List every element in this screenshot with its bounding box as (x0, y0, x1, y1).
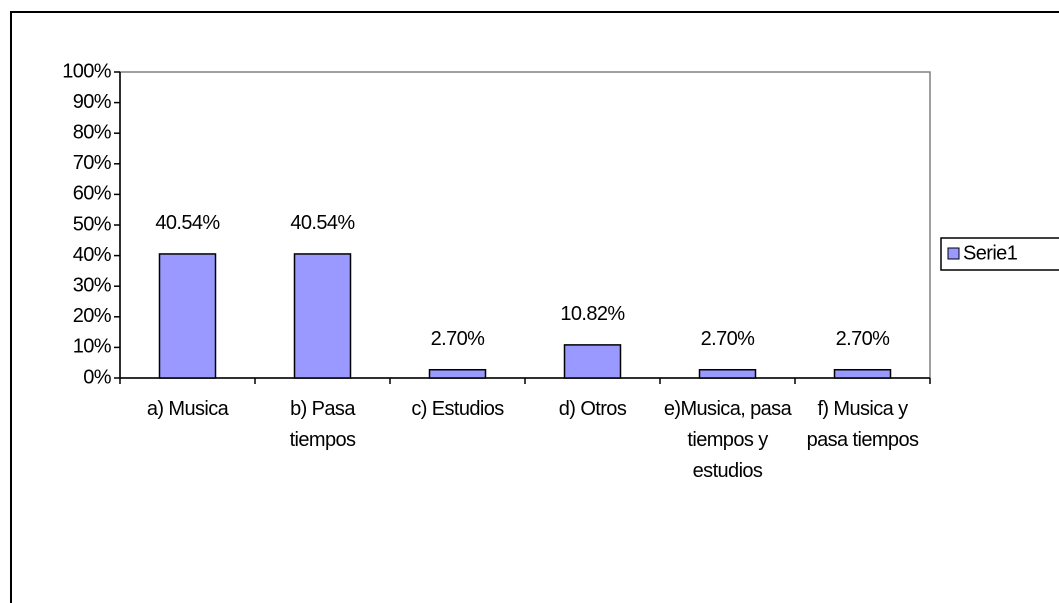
x-tick-label-box: c) Estudios (411, 398, 504, 420)
x-tick-label: a) Musica (146, 398, 229, 420)
x-tick-label-box: a) Musica (146, 398, 229, 420)
data-label: 40.54% (290, 212, 355, 234)
y-tick-label: 80% (73, 121, 112, 143)
data-label: 2.70% (836, 328, 891, 350)
y-tick-label: 30% (73, 274, 112, 296)
x-tick-label-box: b) Pasa tiempos (289, 398, 356, 451)
legend-swatch (947, 247, 960, 260)
plot-area (119, 71, 931, 379)
legend-label: Serie1 (963, 242, 1018, 264)
x-tick-label: d) Otros (558, 398, 627, 420)
data-label: 10.82% (560, 303, 625, 325)
y-tick-label: 50% (73, 213, 112, 235)
y-tick-label: 90% (73, 91, 112, 113)
y-tick-label: 20% (73, 305, 112, 327)
y-tick-label: 40% (73, 244, 112, 266)
x-tick-label: e)Musica, pasa tiempos y estudios (663, 398, 792, 482)
bar (563, 344, 622, 379)
y-tick-label: 70% (73, 152, 112, 174)
data-label: 2.70% (431, 328, 486, 350)
y-tick-label: 10% (73, 336, 112, 358)
bar (428, 368, 487, 379)
bar (158, 253, 217, 379)
data-label: 2.70% (701, 328, 756, 350)
y-tick-label: 100% (62, 60, 112, 82)
x-tick-label-box: d) Otros (558, 398, 627, 420)
legend-box (940, 237, 1059, 271)
x-tick-label: c) Estudios (411, 398, 504, 420)
data-label: 40.54% (155, 212, 220, 234)
x-tick-label: f) Musica y pasa tiempos (806, 398, 919, 451)
x-tick-label: b) Pasa tiempos (289, 398, 356, 451)
bar (293, 253, 352, 379)
y-tick-label: 0% (83, 366, 112, 388)
bar (698, 368, 757, 379)
x-tick-label-box: f) Musica y pasa tiempos (806, 398, 919, 451)
bar (833, 368, 892, 379)
y-tick-label: 60% (73, 183, 112, 205)
x-tick-label-box: e)Musica, pasa tiempos y estudios (663, 398, 792, 482)
